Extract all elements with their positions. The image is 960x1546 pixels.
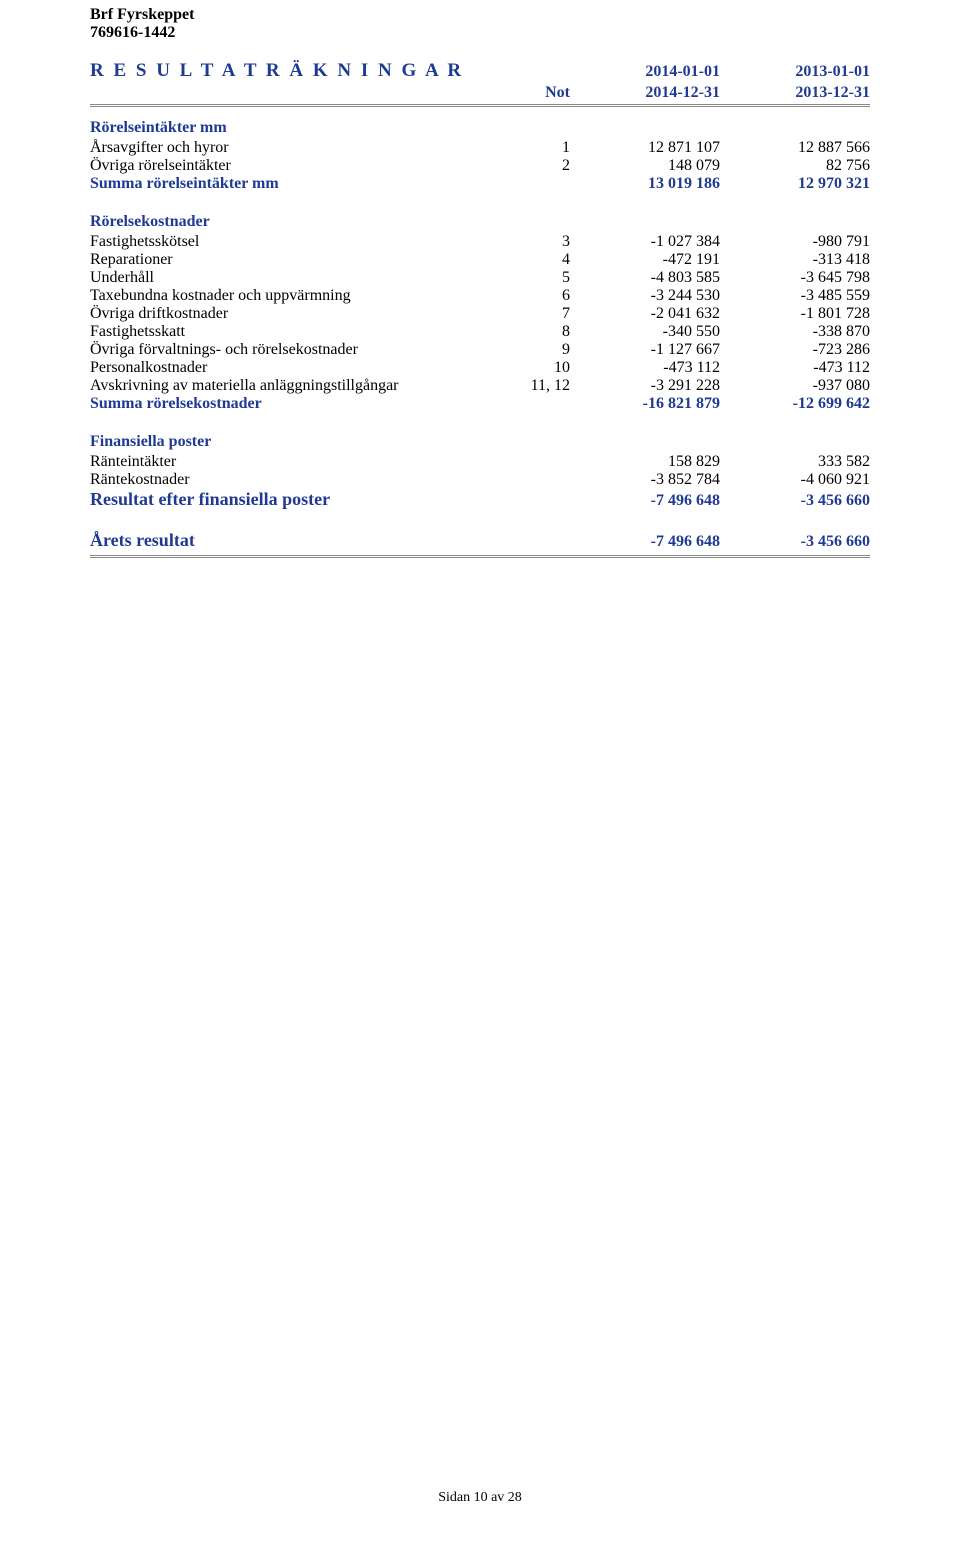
row-label: Reparationer [90, 251, 510, 269]
table-row: Personalkostnader 10 -473 112 -473 112 [90, 359, 870, 377]
period2-end: 2013-12-31 [720, 84, 870, 102]
row-label: Taxebundna kostnader och uppvärmning [90, 287, 510, 305]
row-value-2: -980 791 [720, 233, 870, 251]
row-note: 10 [510, 359, 570, 377]
row-value-1: -472 191 [570, 251, 720, 269]
row-label: Räntekostnader [90, 471, 510, 489]
row-value-2: -1 801 728 [720, 305, 870, 323]
table-row: Övriga förvaltnings- och rörelsekostnade… [90, 341, 870, 359]
arsresultat-value-2: -3 456 660 [720, 533, 870, 551]
table-row: Avskrivning av materiella anläggningstil… [90, 377, 870, 395]
table-row: Ränteintäkter 158 829 333 582 [90, 453, 870, 471]
row-note: 4 [510, 251, 570, 269]
row-value-2: -723 286 [720, 341, 870, 359]
table-row: Räntekostnader -3 852 784 -4 060 921 [90, 471, 870, 489]
table-row: Underhåll 5 -4 803 585 -3 645 798 [90, 269, 870, 287]
row-note: 6 [510, 287, 570, 305]
row-value-2: -338 870 [720, 323, 870, 341]
row-note: 9 [510, 341, 570, 359]
row-label: Övriga rörelseintäkter [90, 157, 510, 175]
row-note: 1 [510, 139, 570, 157]
period1-end: 2014-12-31 [570, 84, 720, 102]
not-header: Not [510, 84, 570, 102]
section-finans-heading: Finansiella poster [90, 433, 870, 451]
row-value-2: -473 112 [720, 359, 870, 377]
row-label: Övriga förvaltnings- och rörelsekostnade… [90, 341, 510, 359]
row-label: Fastighetsskatt [90, 323, 510, 341]
row-label: Personalkostnader [90, 359, 510, 377]
row-note: 8 [510, 323, 570, 341]
section-intakter-heading: Rörelseintäkter mm [90, 119, 870, 137]
row-value-1: 148 079 [570, 157, 720, 175]
row-value-2: -4 060 921 [720, 471, 870, 489]
org-number: 769616-1442 [90, 24, 870, 42]
row-label: Avskrivning av materiella anläggningstil… [90, 377, 510, 395]
row-label: Ränteintäkter [90, 453, 510, 471]
page-footer: Sidan 10 av 28 [0, 1490, 960, 1506]
row-value-1: -3 852 784 [570, 471, 720, 489]
table-row: Fastighetsskötsel 3 -1 027 384 -980 791 [90, 233, 870, 251]
result-row: Resultat efter finansiella poster -7 496… [90, 489, 870, 510]
report-title: R E S U L T A T R Ä K N I N G A R [90, 60, 570, 82]
row-label: Fastighetsskötsel [90, 233, 510, 251]
row-value-1: -1 127 667 [570, 341, 720, 359]
row-note: 5 [510, 269, 570, 287]
row-value-1: -1 027 384 [570, 233, 720, 251]
result-label: Resultat efter finansiella poster [90, 489, 510, 510]
table-row: Övriga rörelseintäkter 2 148 079 82 756 [90, 157, 870, 175]
row-value-2: 82 756 [720, 157, 870, 175]
table-row: Taxebundna kostnader och uppvärmning 6 -… [90, 287, 870, 305]
row-value-1: -340 550 [570, 323, 720, 341]
doc-header: Brf Fyrskeppet 769616-1442 [90, 6, 870, 42]
row-label: Övriga driftkostnader [90, 305, 510, 323]
period-start-dates: 2014-01-01 2013-01-01 [570, 63, 870, 81]
row-note: 7 [510, 305, 570, 323]
arsresultat-label: Årets resultat [90, 530, 510, 551]
row-value-1: -473 112 [570, 359, 720, 377]
sum-row: Summa rörelseintäkter mm 13 019 186 12 9… [90, 175, 870, 193]
row-value-1: -3 244 530 [570, 287, 720, 305]
row-note: 2 [510, 157, 570, 175]
table-row: Årsavgifter och hyror 1 12 871 107 12 88… [90, 139, 870, 157]
sum-value-2: 12 970 321 [720, 175, 870, 193]
row-value-1: -4 803 585 [570, 269, 720, 287]
period1-start: 2014-01-01 [570, 63, 720, 81]
row-value-2: -937 080 [720, 377, 870, 395]
row-note: 3 [510, 233, 570, 251]
title-row: R E S U L T A T R Ä K N I N G A R 2014-0… [90, 60, 870, 82]
row-value-1: -2 041 632 [570, 305, 720, 323]
section-kostnader-heading: Rörelsekostnader [90, 213, 870, 231]
arsresultat-value-1: -7 496 648 [570, 533, 720, 551]
row-note: 11, 12 [510, 377, 570, 395]
row-value-2: -313 418 [720, 251, 870, 269]
period2-start: 2013-01-01 [720, 63, 870, 81]
row-value-1: 158 829 [570, 453, 720, 471]
sum-label: Summa rörelsekostnader [90, 395, 510, 413]
row-value-2: 333 582 [720, 453, 870, 471]
table-row: Reparationer 4 -472 191 -313 418 [90, 251, 870, 269]
row-value-2: -3 645 798 [720, 269, 870, 287]
result-value-2: -3 456 660 [720, 492, 870, 510]
arsresultat-row: Årets resultat -7 496 648 -3 456 660 [90, 530, 870, 551]
org-name: Brf Fyrskeppet [90, 6, 870, 24]
row-value-1: 12 871 107 [570, 139, 720, 157]
row-value-2: -3 485 559 [720, 287, 870, 305]
bottom-rule [90, 555, 870, 558]
row-value-2: 12 887 566 [720, 139, 870, 157]
table-row: Övriga driftkostnader 7 -2 041 632 -1 80… [90, 305, 870, 323]
row-value-1: -3 291 228 [570, 377, 720, 395]
sum-value-1: 13 019 186 [570, 175, 720, 193]
result-value-1: -7 496 648 [570, 492, 720, 510]
sum-value-1: -16 821 879 [570, 395, 720, 413]
sum-label: Summa rörelseintäkter mm [90, 175, 510, 193]
sum-row: Summa rörelsekostnader -16 821 879 -12 6… [90, 395, 870, 413]
sum-value-2: -12 699 642 [720, 395, 870, 413]
row-label: Underhåll [90, 269, 510, 287]
row-label: Årsavgifter och hyror [90, 139, 510, 157]
table-row: Fastighetsskatt 8 -340 550 -338 870 [90, 323, 870, 341]
subtitle-row: Not 2014-12-31 2013-12-31 [90, 84, 870, 107]
